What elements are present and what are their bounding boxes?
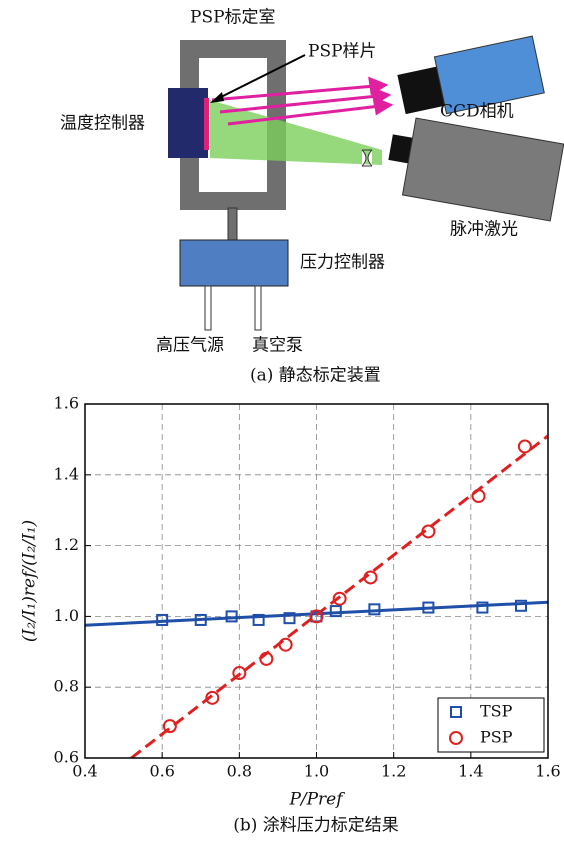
label: CCD相机	[440, 102, 514, 122]
stem	[227, 207, 238, 243]
marker	[450, 706, 462, 718]
legend-label: PSP	[480, 728, 513, 747]
y-tick-label: 1.4	[54, 464, 79, 483]
label: 高压气源	[156, 336, 224, 356]
marker	[332, 591, 347, 606]
lens	[361, 149, 373, 167]
marker	[363, 570, 378, 585]
y-tick-label: 1.2	[54, 535, 79, 554]
pointer-head	[210, 92, 224, 103]
marker	[156, 613, 169, 626]
x-tick-label: 1.0	[304, 762, 329, 781]
laser-beam	[210, 100, 382, 165]
marker	[449, 731, 463, 745]
y-tick-label: 0.8	[54, 677, 79, 696]
sample-pointer	[214, 54, 306, 101]
marker	[283, 612, 296, 625]
marker	[422, 601, 435, 614]
emission-arrows	[211, 76, 394, 126]
plot-frame	[84, 403, 549, 759]
y-axis-label: (I₂/I₁)ref/(I₂/I₁)	[20, 520, 40, 642]
marker	[517, 439, 532, 454]
marker	[259, 651, 274, 666]
label: 压力控制器	[300, 253, 385, 273]
marker	[368, 603, 381, 616]
marker	[232, 666, 247, 681]
marker	[471, 489, 486, 504]
x-tick-label: 0.6	[149, 762, 174, 781]
pipe	[204, 285, 212, 331]
marker	[329, 605, 342, 618]
marker	[421, 524, 436, 539]
label: 真空泵	[252, 336, 303, 356]
marker	[162, 719, 177, 734]
label: 脉冲激光	[450, 220, 518, 240]
ccd-camera	[397, 35, 545, 115]
pulse-laser	[388, 117, 564, 222]
y-tick-label: 1.6	[54, 394, 79, 413]
marker	[476, 601, 489, 614]
label: PSP标定室	[190, 8, 276, 28]
marker	[252, 613, 265, 626]
x-tick-label: 1.4	[458, 762, 483, 781]
x-tick-label: 0.4	[72, 762, 97, 781]
marker	[194, 613, 207, 626]
marker	[278, 637, 293, 652]
legend-label: TSP	[480, 702, 513, 721]
x-tick-label: 1.2	[381, 762, 406, 781]
x-tick-label: 1.6	[535, 762, 560, 781]
sample	[204, 98, 209, 150]
caption: (a) 静态标定装置	[250, 366, 381, 386]
x-tick-label: 0.8	[227, 762, 252, 781]
marker	[225, 610, 238, 623]
y-tick-label: 1.0	[54, 606, 79, 625]
marker	[205, 690, 220, 705]
label: PSP样片	[308, 42, 377, 62]
x-axis-label: P/Pref	[288, 790, 345, 810]
marker	[309, 609, 324, 624]
caption: (b) 涂料压力标定结果	[233, 816, 399, 836]
pressure-controller	[179, 239, 289, 287]
marker	[514, 599, 527, 612]
label: 温度控制器	[60, 114, 145, 134]
temp-controller	[168, 88, 208, 158]
y-tick-label: 0.6	[54, 748, 79, 767]
pipe	[254, 285, 262, 331]
